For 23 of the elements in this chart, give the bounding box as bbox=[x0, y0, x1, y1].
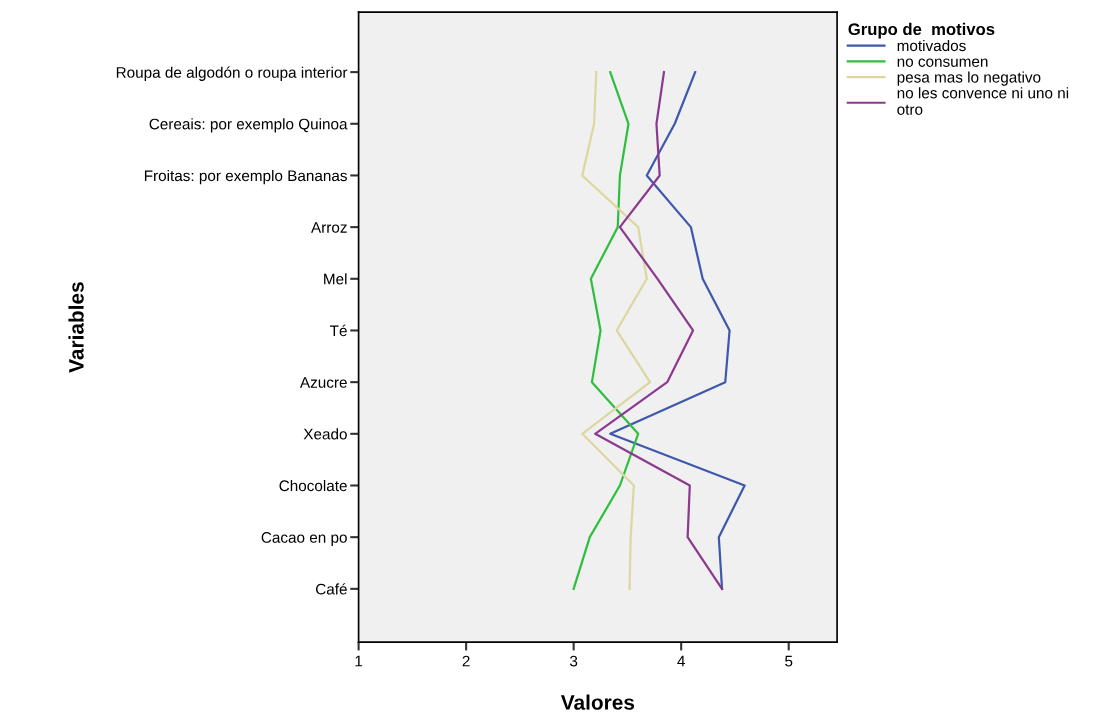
y-axis-title: Variables bbox=[68, 282, 84, 373]
y-tick-label: Mel bbox=[324, 273, 347, 285]
x-tick-label: 4 bbox=[677, 655, 685, 667]
x-axis-title: Valores bbox=[560, 694, 635, 710]
y-tick-label: Arroz bbox=[311, 222, 347, 233]
y-tick-label: Café bbox=[316, 583, 347, 595]
y-tick-label: Cacao en po bbox=[261, 532, 347, 546]
x-tick-label: 2 bbox=[462, 655, 470, 667]
y-tick-label: Té bbox=[330, 324, 347, 337]
legend-label: no consumen bbox=[897, 58, 988, 67]
legend-label: pesa mas lo negativo bbox=[897, 71, 1041, 86]
legend-label: motivados bbox=[897, 39, 966, 52]
y-tick-label: Roupa de algodón o roupa interior bbox=[116, 66, 348, 81]
x-tick-label: 5 bbox=[785, 655, 793, 667]
y-tick-label: Chocolate bbox=[279, 479, 347, 492]
y-tick-label: Azucre bbox=[299, 377, 347, 388]
x-tick-label: 3 bbox=[569, 655, 578, 667]
y-tick-label: Cereais: por exemplo Quinoa bbox=[149, 118, 348, 133]
x-tick-label: 1 bbox=[355, 655, 363, 667]
legend-title: Grupo de motivos bbox=[848, 22, 995, 39]
y-tick-label: Xeado bbox=[303, 428, 347, 440]
y-tick-label: Froitas: por exemplo Bananas bbox=[144, 169, 347, 185]
legend-label: no les convence ni uno ni otro bbox=[897, 87, 1069, 115]
